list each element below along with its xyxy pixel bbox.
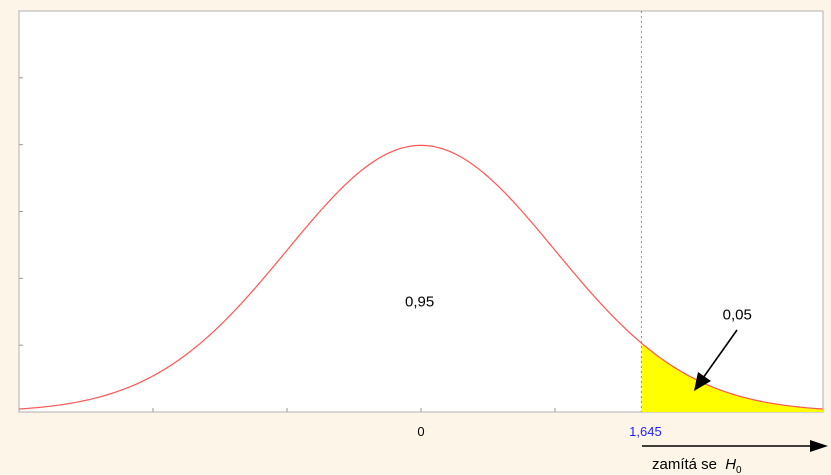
density-curve xyxy=(18,144,824,410)
plot-area xyxy=(18,10,824,413)
rejection-probability-label: 0,05 xyxy=(723,306,752,323)
acceptance-probability-label: 0,95 xyxy=(405,294,434,311)
rejection-label: zamítá se H0 xyxy=(652,456,742,475)
y-axis-ticks xyxy=(19,77,23,346)
rejection-region-area xyxy=(641,343,823,412)
rejection-direction-arrow xyxy=(642,440,828,452)
x-tick-label-critical: 1,645 xyxy=(629,424,662,439)
annotation-arrow xyxy=(694,329,738,391)
x-tick-label-0: 0 xyxy=(417,424,424,439)
